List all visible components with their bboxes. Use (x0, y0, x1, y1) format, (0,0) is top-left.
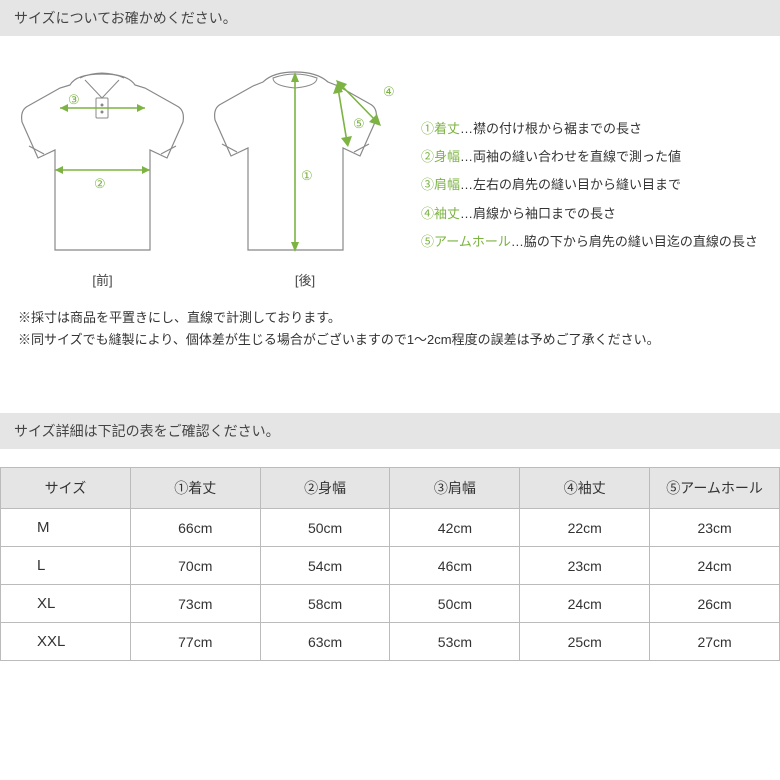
back-label: [後] (205, 270, 405, 289)
legend: ①着丈…襟の付け根から裾までの長さ ②身幅…両袖の縫い合わせを直線で測った値 ③… (415, 50, 770, 289)
table-cell: XL (1, 585, 131, 623)
table-cell: 73cm (130, 585, 260, 623)
table-cell: 22cm (520, 509, 650, 547)
spacer (0, 377, 780, 413)
shirt-front-diagram: ③ ② (10, 50, 195, 265)
table-cell: 58cm (260, 585, 390, 623)
shirt-front-col: ③ ② [前] (10, 50, 195, 289)
table-cell: 77cm (130, 623, 260, 661)
table-cell: 66cm (130, 509, 260, 547)
shirt-back-col: ① ④ ⑤ [後] (205, 50, 405, 289)
table-header: ②身幅 (260, 468, 390, 509)
legend-row: ③肩幅…左右の肩先の縫い目から縫い目まで (421, 176, 770, 194)
size-table: サイズ ①着丈 ②身幅 ③肩幅 ④袖丈 ⑤アームホール M 66cm 50cm … (0, 467, 780, 661)
table-header-row: サイズ ①着丈 ②身幅 ③肩幅 ④袖丈 ⑤アームホール (1, 468, 780, 509)
table-cell: 50cm (260, 509, 390, 547)
table-cell: 23cm (520, 547, 650, 585)
diagram-area: ③ ② [前] ① ④ (0, 36, 780, 297)
table-cell: 70cm (130, 547, 260, 585)
table-cell: 26cm (650, 585, 780, 623)
table-cell: 53cm (390, 623, 520, 661)
table-cell: M (1, 509, 131, 547)
table-cell: 42cm (390, 509, 520, 547)
table-header: ③肩幅 (390, 468, 520, 509)
section-header-1: サイズについてお確かめください。 (0, 0, 780, 36)
table-row: XL 73cm 58cm 50cm 24cm 26cm (1, 585, 780, 623)
legend-row: ②身幅…両袖の縫い合わせを直線で測った値 (421, 148, 770, 166)
legend-row: ①着丈…襟の付け根から裾までの長さ (421, 120, 770, 138)
table-header: ①着丈 (130, 468, 260, 509)
marker-1: ① (301, 168, 313, 183)
table-header: ④袖丈 (520, 468, 650, 509)
table-header: サイズ (1, 468, 131, 509)
front-label: [前] (10, 270, 195, 289)
table-cell: 46cm (390, 547, 520, 585)
table-row: L 70cm 54cm 46cm 23cm 24cm (1, 547, 780, 585)
table-cell: 23cm (650, 509, 780, 547)
measurement-notes: ※採寸は商品を平置きにし、直線で計測しております。 ※同サイズでも縫製により、個… (0, 297, 780, 377)
table-cell: 24cm (650, 547, 780, 585)
table-row: M 66cm 50cm 42cm 22cm 23cm (1, 509, 780, 547)
note-line: ※同サイズでも縫製により、個体差が生じる場合がございますので1～2cm程度の誤差… (18, 329, 762, 351)
marker-5: ⑤ (353, 116, 365, 131)
marker-3: ③ (68, 92, 80, 107)
legend-row: ④袖丈…肩線から袖口までの長さ (421, 205, 770, 223)
marker-2: ② (94, 176, 106, 191)
table-cell: L (1, 547, 131, 585)
table-header: ⑤アームホール (650, 468, 780, 509)
table-cell: XXL (1, 623, 131, 661)
table-row: XXL 77cm 63cm 53cm 25cm 27cm (1, 623, 780, 661)
marker-4: ④ (383, 84, 395, 99)
table-cell: 50cm (390, 585, 520, 623)
table-cell: 54cm (260, 547, 390, 585)
note-line: ※採寸は商品を平置きにし、直線で計測しております。 (18, 307, 762, 329)
table-cell: 25cm (520, 623, 650, 661)
legend-row: ⑤アームホール…脇の下から肩先の縫い目迄の直線の長さ (421, 233, 770, 251)
section-header-2: サイズ詳細は下記の表をご確認ください。 (0, 413, 780, 449)
table-cell: 27cm (650, 623, 780, 661)
shirt-back-diagram: ① ④ ⑤ (205, 50, 405, 265)
table-cell: 63cm (260, 623, 390, 661)
table-cell: 24cm (520, 585, 650, 623)
